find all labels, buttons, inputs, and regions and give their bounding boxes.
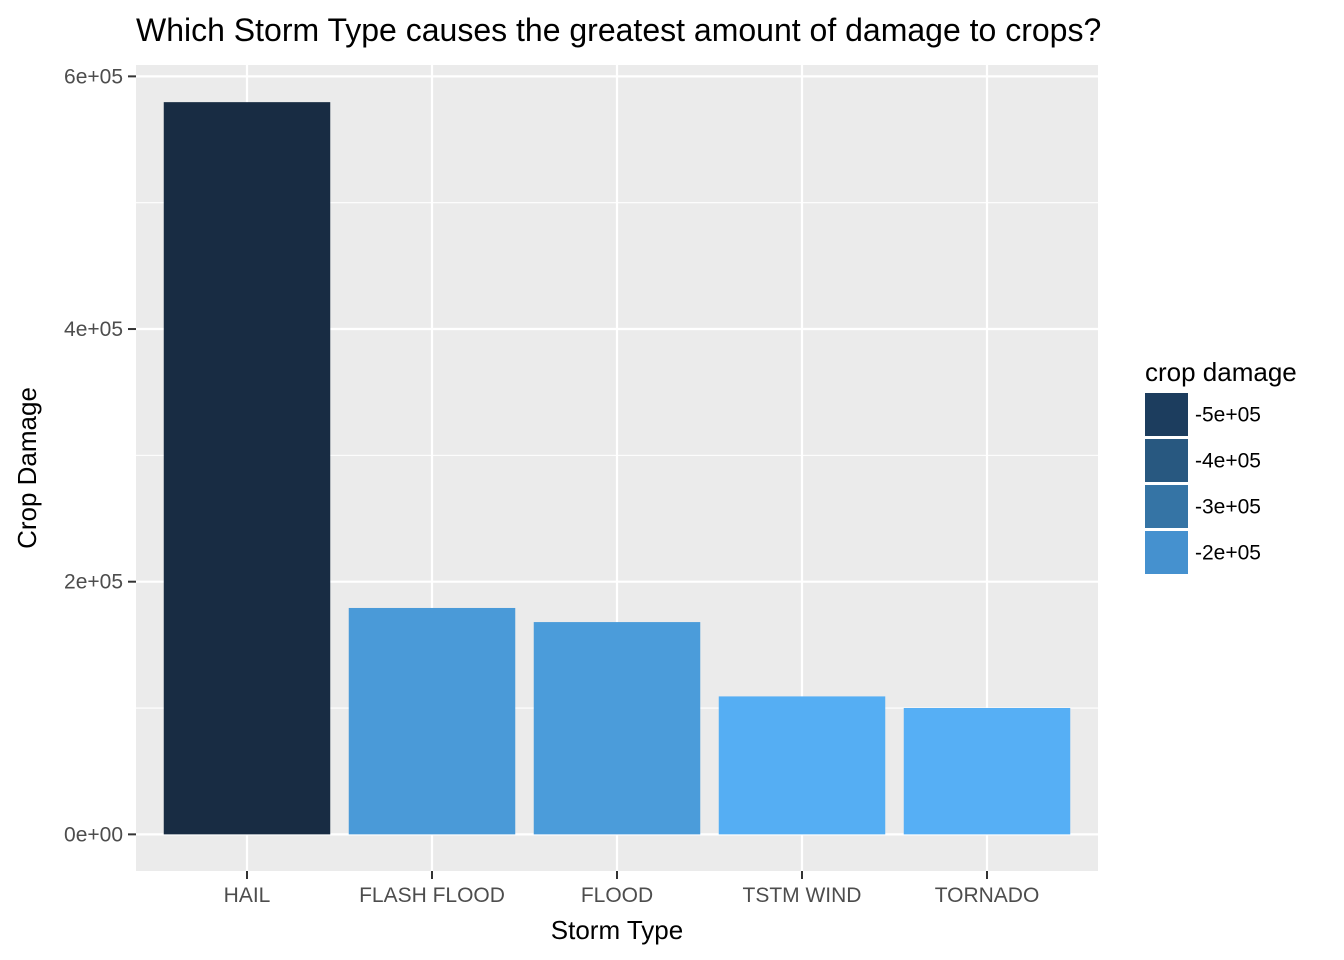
legend: crop damage -5e+05 -4e+05 -3e+05 -2e+05 <box>1145 357 1297 574</box>
bar-flood <box>533 622 701 835</box>
x-axis-title: Storm Type <box>551 915 683 945</box>
legend-key-label: -3e+05 <box>1195 496 1261 519</box>
legend-key-swatch <box>1145 439 1188 482</box>
legend-key-label: -4e+05 <box>1195 450 1261 473</box>
bar-tornado <box>903 708 1071 835</box>
chart-title: Which Storm Type causes the greatest amo… <box>136 12 1101 48</box>
y-axis: 0e+00 2e+05 4e+05 6e+05 <box>64 65 136 846</box>
bar-hail <box>163 102 331 835</box>
x-tick-label: FLOOD <box>581 884 653 907</box>
x-tick-label: TORNADO <box>935 884 1040 907</box>
y-tick-label: 0e+00 <box>64 823 123 846</box>
y-tick-label: 6e+05 <box>64 65 123 88</box>
bars <box>163 102 1071 835</box>
x-tick-label: FLASH FLOOD <box>359 884 505 907</box>
x-tick-label: HAIL <box>224 884 271 907</box>
bar-flash-flood <box>348 607 516 835</box>
legend-key-label: -5e+05 <box>1195 404 1261 427</box>
legend-title: crop damage <box>1145 357 1297 387</box>
legend-keys: -5e+05 -4e+05 -3e+05 -2e+05 <box>1145 393 1261 574</box>
y-tick-label: 4e+05 <box>64 318 123 341</box>
x-tick-label: TSTM WIND <box>743 884 862 907</box>
bar-tstm-wind <box>718 696 886 835</box>
legend-key-swatch <box>1145 393 1188 436</box>
legend-key-swatch <box>1145 485 1188 528</box>
legend-key-label: -2e+05 <box>1195 542 1261 565</box>
x-axis: HAIL FLASH FLOOD FLOOD TSTM WIND TORNADO <box>224 871 1040 907</box>
y-tick-label: 2e+05 <box>64 571 123 594</box>
legend-key-swatch <box>1145 531 1188 574</box>
y-axis-title: Crop Damage <box>12 387 42 549</box>
